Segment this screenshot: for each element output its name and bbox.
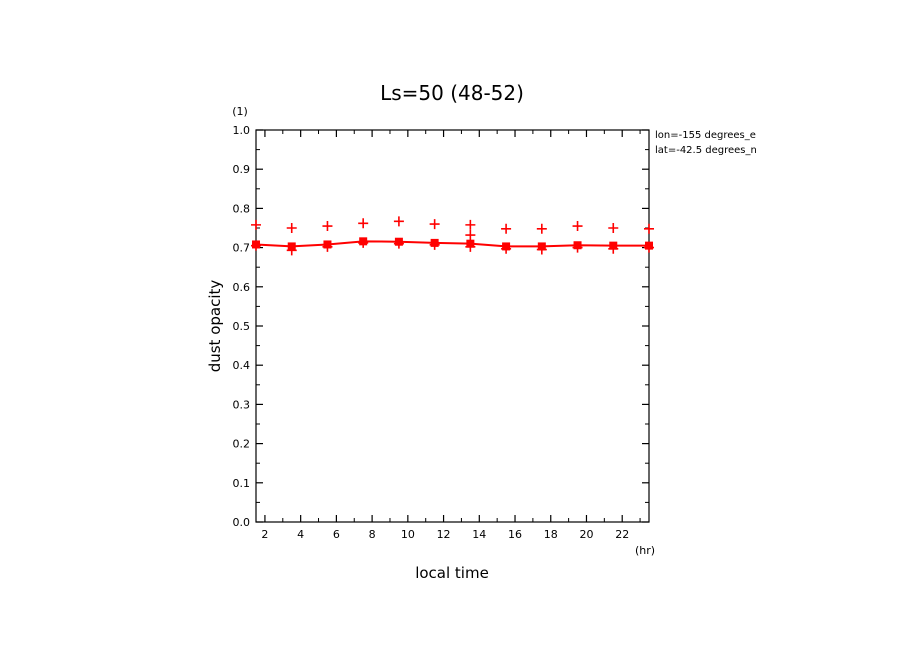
data-point-plus [501, 243, 512, 254]
x-tick-label: 22 [615, 528, 629, 541]
y-tick-label: 0.4 [233, 359, 251, 372]
data-point-plus [251, 219, 261, 230]
data-point-plus [572, 242, 583, 253]
data-point-plus [393, 238, 404, 249]
series-3 [465, 230, 476, 241]
y-tick-label: 0.3 [233, 398, 251, 411]
data-point-plus [644, 223, 654, 234]
y-tick-label: 0.6 [233, 281, 251, 294]
lat-annotation: lat=-42.5 degrees_n [655, 145, 757, 156]
data-point-plus [608, 223, 619, 233]
data-point-plus [393, 216, 404, 227]
series-0 [252, 237, 653, 251]
data-point-plus [358, 218, 369, 229]
data-point-plus [501, 223, 512, 234]
data-point-plus [644, 242, 654, 253]
y-tick-label: 1.0 [233, 124, 251, 137]
x-unit-label: (hr) [635, 544, 655, 557]
y-unit-label: (1) [232, 105, 248, 118]
data-point-plus [322, 241, 333, 252]
x-tick-label: 20 [579, 528, 593, 541]
x-tick-label: 6 [333, 528, 340, 541]
data-point-plus [572, 221, 583, 232]
data-point-plus [608, 243, 619, 254]
data-point-plus [536, 244, 547, 255]
x-axis-label: local time [415, 564, 489, 582]
data-point-plus [322, 221, 333, 232]
series-line [255, 240, 649, 248]
y-tick-label: 0.9 [233, 163, 251, 176]
x-tick-label: 2 [261, 528, 268, 541]
data-point-plus [429, 219, 440, 230]
y-tick-label: 0.8 [233, 202, 251, 215]
data-point-plus [358, 237, 369, 248]
x-tick-label: 12 [437, 528, 451, 541]
lon-annotation: lon=-155 degrees_e [655, 130, 756, 141]
y-tick-label: 0.5 [233, 320, 251, 333]
x-tick-label: 4 [297, 528, 304, 541]
plot-frame [255, 129, 650, 523]
x-tick-label: 18 [544, 528, 558, 541]
series-2 [251, 237, 654, 256]
data-point-plus [286, 223, 297, 233]
x-tick-label: 8 [369, 528, 376, 541]
x-tick-label: 14 [472, 528, 486, 541]
data-point-plus [429, 239, 440, 250]
data-point-plus [536, 223, 547, 234]
x-tick-label: 10 [401, 528, 415, 541]
plot-area [251, 216, 654, 256]
data-point-plus [286, 245, 297, 256]
y-tick-label: 0.7 [233, 242, 251, 255]
y-tick-label: 0.1 [233, 477, 251, 490]
chart-title: Ls=50 (48-52) [380, 81, 524, 105]
y-axis-label: dust opacity [206, 280, 224, 373]
data-point-plus [465, 219, 476, 230]
y-tick-label: 0.0 [233, 516, 251, 529]
series-1 [251, 216, 654, 234]
y-tick-label: 0.2 [233, 438, 251, 451]
x-tick-label: 16 [508, 528, 522, 541]
data-point-plus [251, 240, 261, 251]
data-point-plus [465, 230, 476, 241]
data-point-plus [465, 241, 476, 252]
axes: 0.0 0.1 0.2 0.3 0.4 0.5 0.6 0.7 0.8 0.9 1.0 2 4 6 8 10 1… [233, 124, 650, 541]
